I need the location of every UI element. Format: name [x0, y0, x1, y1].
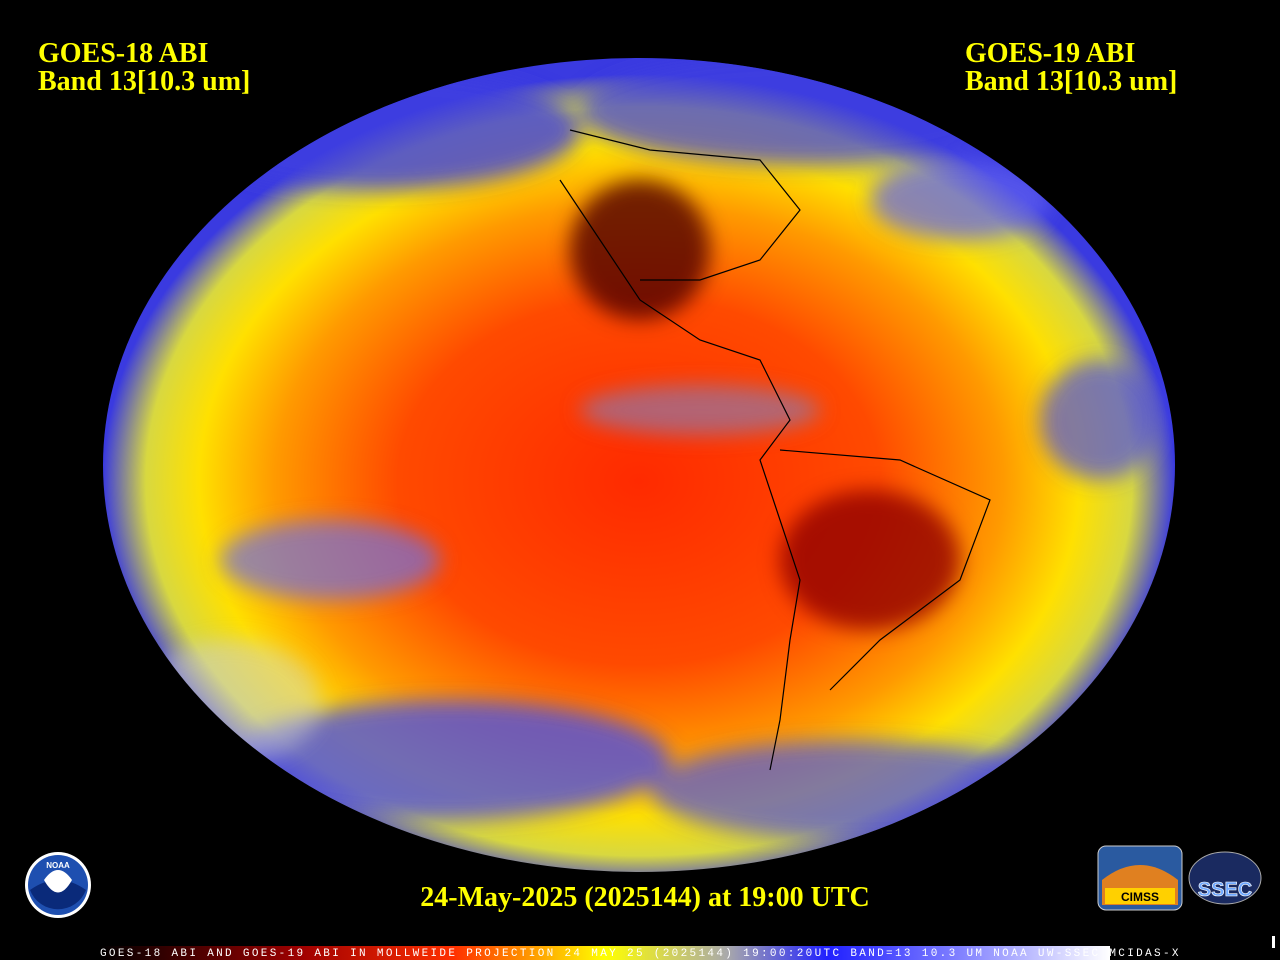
cimss-logo: CIMSS — [1097, 845, 1183, 911]
right-title-line1: GOES-19 ABI — [965, 38, 1135, 69]
corner-mark — [1272, 936, 1275, 948]
color-bar — [100, 946, 1110, 960]
globe — [103, 58, 1175, 872]
noaa-text: NOAA — [46, 861, 70, 870]
cimss-text: CIMSS — [1121, 890, 1159, 904]
coastlines — [559, 129, 991, 771]
footer-caption: GOES-18 ABI AND GOES-19 ABI IN MOLLWEIDE… — [100, 948, 1180, 960]
left-title-line2: Band 13[10.3 um] — [38, 66, 250, 97]
right-title-line2: Band 13[10.3 um] — [965, 66, 1177, 97]
ssec-text: SSEC — [1198, 879, 1252, 901]
left-title-line1: GOES-18 ABI — [38, 38, 208, 69]
noaa-logo: NOAA — [25, 852, 91, 918]
timestamp: 24-May-2025 (2025144) at 19:00 UTC — [420, 882, 870, 913]
ssec-logo: SSEC — [1188, 851, 1262, 905]
